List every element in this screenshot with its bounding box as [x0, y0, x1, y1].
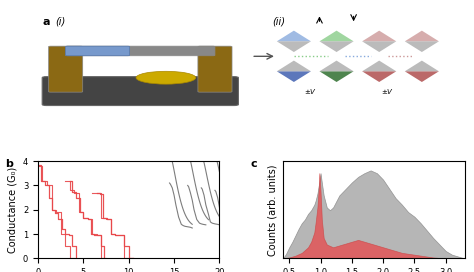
Polygon shape — [405, 31, 439, 41]
Polygon shape — [319, 61, 354, 71]
Text: a: a — [42, 17, 50, 27]
Polygon shape — [319, 71, 354, 82]
Y-axis label: Conductance (G₀): Conductance (G₀) — [7, 167, 17, 253]
Polygon shape — [405, 41, 439, 52]
FancyBboxPatch shape — [65, 46, 130, 56]
Text: c: c — [250, 159, 257, 169]
Y-axis label: Counts (arb. units): Counts (arb. units) — [267, 164, 277, 255]
Ellipse shape — [136, 71, 196, 84]
Text: (ii): (ii) — [273, 17, 285, 27]
Polygon shape — [362, 41, 396, 52]
Text: $\pm V$: $\pm V$ — [304, 87, 318, 96]
FancyBboxPatch shape — [42, 77, 238, 106]
Polygon shape — [405, 71, 439, 82]
Polygon shape — [277, 41, 311, 52]
Polygon shape — [319, 31, 354, 41]
FancyBboxPatch shape — [198, 46, 232, 92]
Text: (i): (i) — [55, 17, 65, 27]
Polygon shape — [277, 71, 311, 82]
Text: b: b — [5, 159, 13, 169]
Polygon shape — [277, 61, 311, 71]
Polygon shape — [405, 61, 439, 71]
Polygon shape — [362, 31, 396, 41]
FancyBboxPatch shape — [65, 46, 215, 56]
Polygon shape — [319, 41, 354, 52]
Polygon shape — [362, 71, 396, 82]
Polygon shape — [362, 61, 396, 71]
Text: $\pm V$: $\pm V$ — [381, 87, 394, 96]
Polygon shape — [277, 31, 311, 41]
FancyBboxPatch shape — [48, 46, 82, 92]
